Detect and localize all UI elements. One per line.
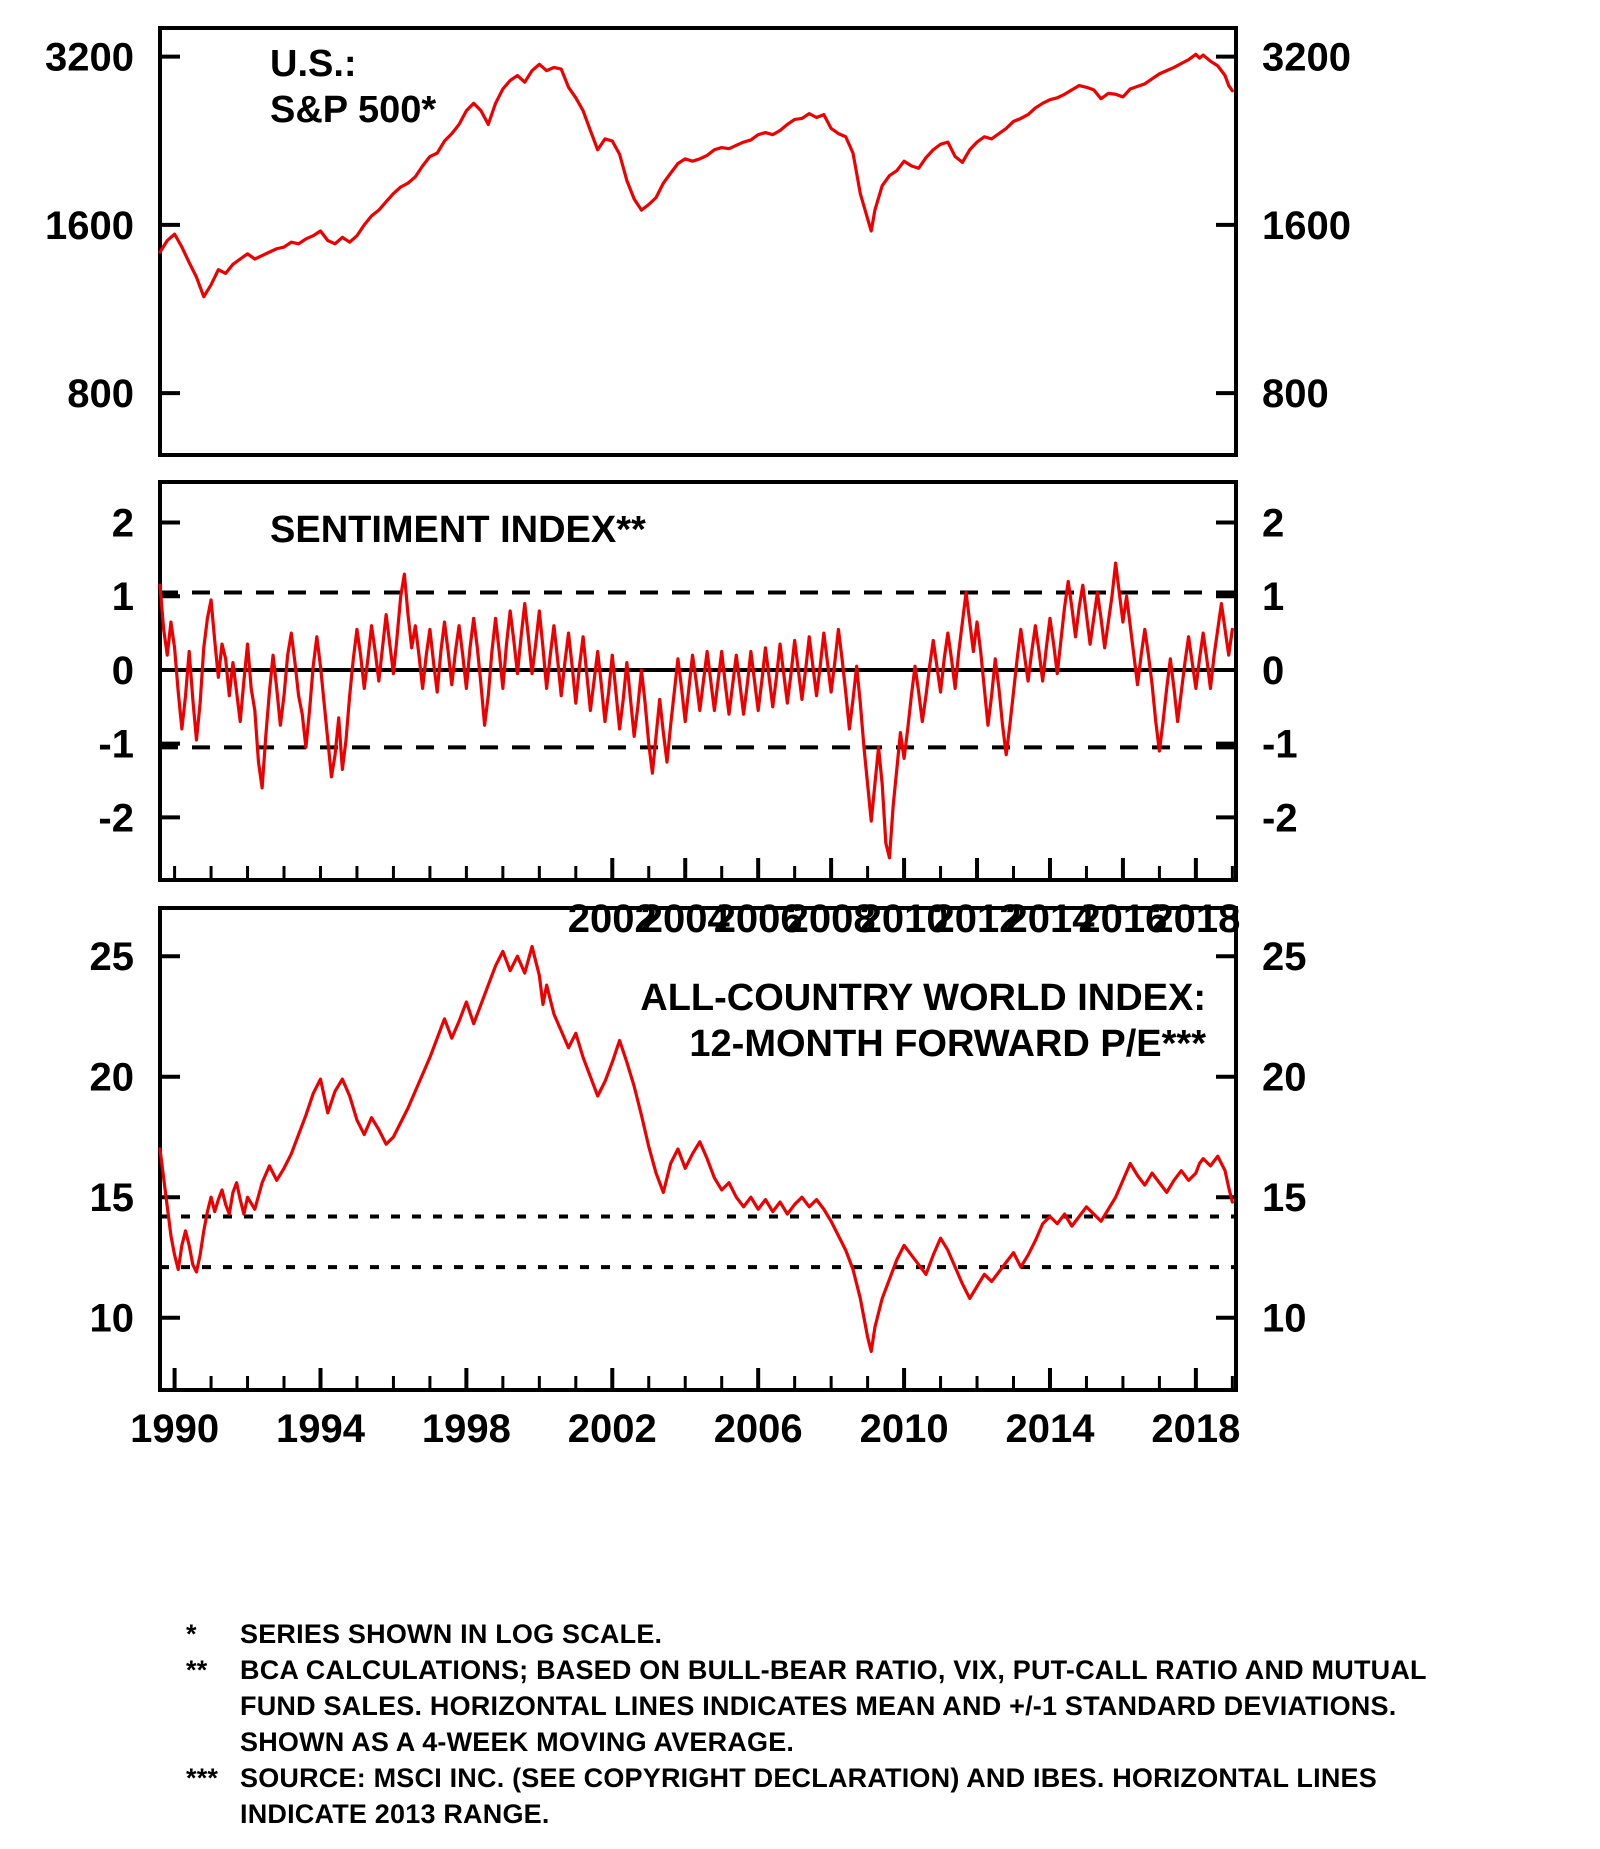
footnotes: * SERIES SHOWN IN LOG SCALE. ** BCA CALCULA… [186, 1619, 1427, 1829]
ytick-label-right-acwi_pe-2: 20 [1262, 1056, 1307, 1100]
panel-sentiment: -2 -2-1 -10 01 12 220022004200620082010201220… [98, 480, 1298, 941]
footnote-marker-1: ** [186, 1655, 208, 1685]
plot-frame-sp500 [158, 26, 1238, 457]
footnote-1-line-1: FUND SALES. HORIZONTAL LINES INDICATES M… [240, 1691, 1396, 1721]
ytick-label-right-acwi_pe-0: 10 [1262, 1297, 1307, 1341]
plot-frame-sentiment [158, 480, 1238, 882]
footnote-marker-0: * [186, 1619, 197, 1649]
xtick-label-sentiment-7: 2016 [1078, 897, 1167, 941]
footnote-2-line-1: INDICATE 2013 RANGE. [240, 1799, 550, 1829]
xtick-label-acwi_pe-1: 1994 [276, 1407, 366, 1451]
footnote-0-line-0: SERIES SHOWN IN LOG SCALE. [240, 1619, 662, 1649]
xtick-label-acwi_pe-4: 2006 [714, 1407, 803, 1451]
panel-title-sentiment-line-0: SENTIMENT INDEX** [270, 509, 646, 551]
ytick-label-left-sentiment-1: -1 [98, 723, 134, 767]
ytick-label-right-acwi_pe-1: 15 [1262, 1176, 1307, 1220]
ytick-label-right-sentiment-4: 2 [1262, 502, 1284, 546]
panel-acwi_pe: 10 10 15 15 20 20 25 25 1990 1994 1998 2002 2006 2010… [90, 906, 1307, 1451]
panel-sp500: 800 800 1600 1600 3200 3200 U.S.:S&P 500* [45, 26, 1351, 457]
ytick-label-left-sentiment-0: -2 [98, 796, 134, 840]
footnote-2-line-0: SOURCE: MSCI INC. (SEE COPYRIGHT DECLARA… [240, 1763, 1377, 1793]
ytick-label-right-sp500-2: 3200 [1262, 36, 1351, 80]
ytick-label-left-acwi_pe-3: 25 [90, 935, 135, 979]
ytick-label-left-sentiment-2: 0 [112, 649, 134, 693]
series-line-sentiment-0 [158, 561, 1234, 860]
series-line-sp500-0 [158, 52, 1234, 299]
xtick-label-acwi_pe-0: 1990 [130, 1407, 219, 1451]
xtick-label-sentiment-3: 2008 [787, 897, 876, 941]
xtick-label-acwi_pe-7: 2018 [1151, 1407, 1240, 1451]
footnote-1-line-2: SHOWN AS A 4-WEEK MOVING AVERAGE. [240, 1727, 794, 1757]
ytick-label-right-sp500-0: 800 [1262, 372, 1329, 416]
xtick-label-sentiment-0: 2002 [568, 897, 657, 941]
ytick-label-left-sp500-0: 800 [67, 372, 134, 416]
series-line-acwi_pe-0 [158, 944, 1234, 1354]
panel-title-sp500-line-1: S&P 500* [270, 89, 436, 131]
ytick-label-left-sentiment-4: 2 [112, 502, 134, 546]
ytick-label-right-sentiment-3: 1 [1262, 575, 1284, 619]
xtick-label-sentiment-2: 2006 [714, 897, 803, 941]
ytick-label-right-sentiment-0: -2 [1262, 796, 1298, 840]
ytick-label-right-sentiment-2: 0 [1262, 649, 1284, 693]
ytick-label-left-acwi_pe-2: 20 [90, 1056, 135, 1100]
ytick-label-left-acwi_pe-1: 15 [90, 1176, 135, 1220]
xtick-label-sentiment-1: 2004 [641, 897, 731, 941]
ytick-label-left-acwi_pe-0: 10 [90, 1297, 135, 1341]
xtick-label-sentiment-4: 2010 [860, 897, 949, 941]
xtick-label-acwi_pe-2: 1998 [422, 1407, 511, 1451]
footnote-1-line-0: BCA CALCULATIONS; BASED ON BULL-BEAR RAT… [240, 1655, 1427, 1685]
xtick-label-acwi_pe-6: 2014 [1005, 1407, 1095, 1451]
ytick-label-right-sp500-1: 1600 [1262, 204, 1351, 248]
ytick-label-left-sp500-1: 1600 [45, 204, 134, 248]
xtick-label-acwi_pe-5: 2010 [860, 1407, 949, 1451]
xtick-label-sentiment-6: 2014 [1005, 897, 1095, 941]
ytick-label-right-acwi_pe-3: 25 [1262, 935, 1307, 979]
ytick-label-left-sentiment-3: 1 [112, 575, 134, 619]
footnote-marker-2: *** [186, 1763, 218, 1793]
xtick-label-sentiment-8: 2018 [1151, 897, 1240, 941]
xtick-label-sentiment-5: 2012 [933, 897, 1022, 941]
ytick-label-right-sentiment-1: -1 [1262, 723, 1298, 767]
panel-title-acwi_pe-line-1: 12-MONTH FORWARD P/E*** [689, 1023, 1206, 1065]
xtick-label-acwi_pe-3: 2002 [568, 1407, 657, 1451]
panel-title-acwi_pe-line-0: ALL-COUNTRY WORLD INDEX: [640, 977, 1206, 1019]
panel-title-sp500-line-0: U.S.: [270, 43, 357, 85]
ytick-label-left-sp500-2: 3200 [45, 36, 134, 80]
